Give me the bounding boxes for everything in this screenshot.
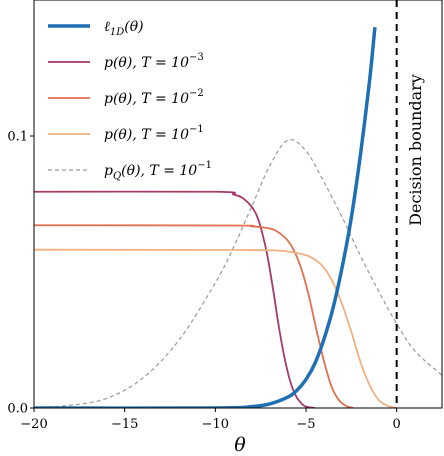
x-tick-label: −20 (20, 417, 47, 432)
y-tick-label: 0.1 (7, 130, 28, 145)
series-line-2 (34, 224, 354, 408)
legend: ℓ1D(θ) p(θ), T = 10−3 p(θ), T = 10−2 p(θ), … (48, 19, 212, 182)
series-layer (34, 27, 442, 408)
series-line-4 (34, 138, 442, 408)
y-tick-label: 0.0 (7, 402, 28, 417)
legend-entry-0: ℓ1D(θ) (104, 19, 144, 38)
legend-entry-4: pQ(θ), T = 10−1 (104, 160, 212, 182)
series-line-0 (34, 27, 377, 408)
series-line-3 (34, 248, 397, 408)
series-line-1 (34, 190, 316, 408)
x-tick-label: −15 (111, 417, 138, 432)
legend-entry-3: p(θ), T = 10−1 (104, 124, 204, 143)
x-tick-label: 0 (393, 417, 401, 432)
x-axis-label: θ (234, 434, 246, 456)
legend-entry-2: p(θ), T = 10−2 (104, 88, 204, 107)
legend-entry-1: p(θ), T = 10−3 (104, 52, 204, 71)
axes-frame (33, 0, 443, 409)
x-tick-label: −10 (202, 417, 229, 432)
x-tick-label: −5 (296, 417, 315, 432)
ticks-layer: −20 −15 −10 −5 0 0.0 0.1 (7, 130, 400, 433)
decision-boundary-label: Decision boundary (406, 74, 425, 226)
